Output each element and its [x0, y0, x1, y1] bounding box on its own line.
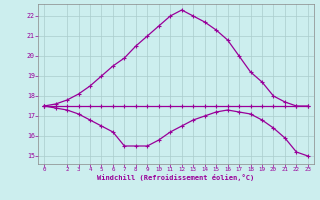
X-axis label: Windchill (Refroidissement éolien,°C): Windchill (Refroidissement éolien,°C)	[97, 174, 255, 181]
